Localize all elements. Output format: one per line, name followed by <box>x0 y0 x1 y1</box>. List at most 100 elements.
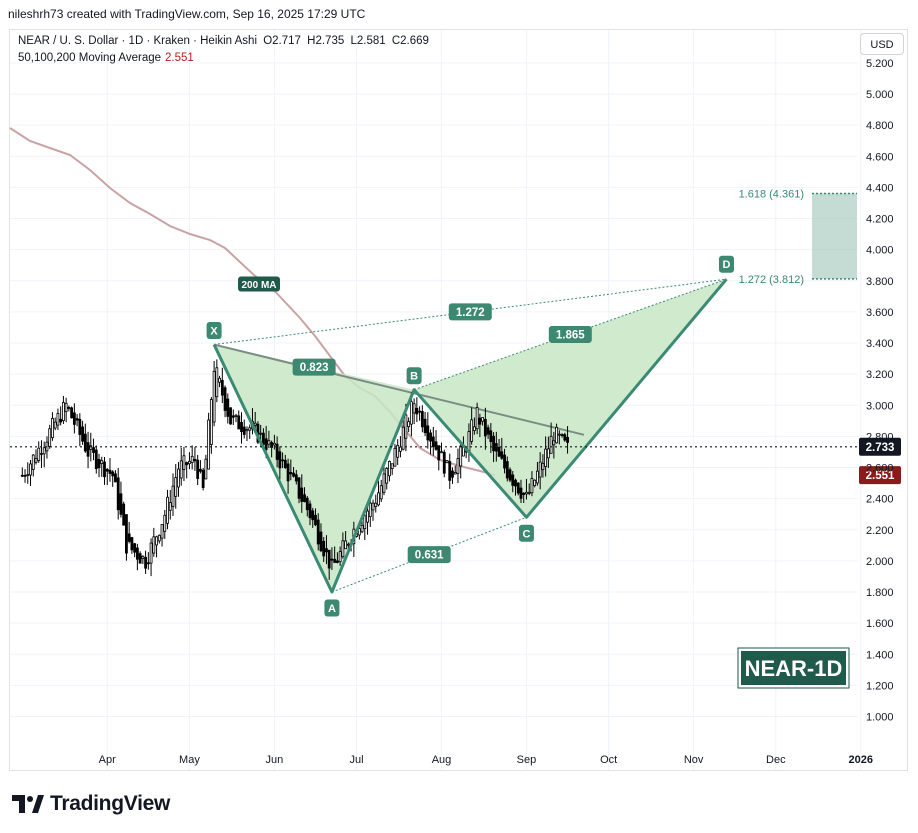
tradingview-mark-icon <box>12 795 44 813</box>
candle-body <box>311 510 315 521</box>
candle-body <box>415 407 419 415</box>
candle-body <box>530 478 534 494</box>
candle-body <box>346 543 350 546</box>
legend-open: O2.717 <box>263 35 301 47</box>
point-label-d-bg <box>718 255 734 273</box>
candle-body <box>278 451 282 469</box>
candle-body <box>223 387 227 411</box>
candle-body <box>552 440 556 446</box>
price-tick-label: 1.000 <box>866 712 894 724</box>
candle-body <box>62 402 65 422</box>
candle-body <box>100 460 104 464</box>
candle-body <box>379 485 383 500</box>
candle-body <box>544 448 548 467</box>
candle-body <box>198 468 202 472</box>
candle-body <box>445 460 449 464</box>
candle-body <box>108 469 112 474</box>
candle-body <box>75 418 79 421</box>
candle-body <box>160 524 164 539</box>
tradingview-logo[interactable]: TradingView <box>12 792 170 816</box>
legend-ma[interactable]: 50,100,200 Moving Average 2.551 <box>18 52 194 64</box>
candle-body <box>122 503 126 526</box>
candle-body <box>212 370 216 423</box>
candle-body <box>264 438 268 450</box>
candle-body <box>229 407 232 425</box>
candle-body <box>459 445 463 467</box>
price-tick-label: 1.200 <box>866 680 894 692</box>
candle-body <box>451 470 454 478</box>
candle-body <box>94 449 98 470</box>
candle-body <box>127 533 131 542</box>
candle-body <box>360 524 364 533</box>
candle-body <box>190 455 194 463</box>
candle-body <box>431 436 435 448</box>
candle-body <box>382 473 386 493</box>
ratio-label-0-631: 0.631 <box>415 550 444 562</box>
candle-body <box>437 445 441 461</box>
price-tick-label: 2.400 <box>866 494 894 506</box>
currency-button[interactable]: USD <box>860 33 904 55</box>
pattern-bcd-fill <box>414 279 727 518</box>
candle-body <box>70 407 74 419</box>
target-level-label: 1.272 (3.812) <box>739 274 804 286</box>
candle-body <box>234 414 238 417</box>
time-tick-label: Dec <box>766 754 786 766</box>
candle-body <box>135 547 139 560</box>
price-axis: 1.000 1.200 1.400 1.600 1.800 2.000 2.200 2.400… <box>866 58 894 724</box>
candle-body <box>396 444 400 458</box>
candle-body <box>478 417 482 425</box>
candle-body <box>486 427 490 435</box>
candle-body <box>322 540 326 557</box>
ratio-label-1-272: 1.272 <box>456 307 485 319</box>
price-tick-label: 4.800 <box>866 120 894 132</box>
candle-body <box>533 479 537 487</box>
candle-body <box>193 459 197 462</box>
candle-body <box>418 410 422 413</box>
candle-body <box>89 445 93 450</box>
candle-body <box>440 451 443 454</box>
candle-body <box>119 493 123 515</box>
pattern-xabcd-line <box>212 278 728 594</box>
candle-body <box>294 474 298 482</box>
candle-body <box>289 472 293 475</box>
candle-body <box>83 433 87 452</box>
point-label-c: C <box>522 528 530 540</box>
candle-body <box>314 514 317 526</box>
price-tick-label: 3.600 <box>866 307 894 319</box>
candle-body <box>374 502 378 507</box>
candle-body <box>103 461 106 478</box>
candle-body <box>327 549 331 569</box>
candle-body <box>492 435 495 452</box>
candle-body <box>163 514 167 532</box>
candle-body <box>404 414 408 439</box>
legend-symbol-text: NEAR / U. S. Dollar · 1D · Kraken · Heik… <box>18 35 258 47</box>
point-label-d: D <box>723 259 731 271</box>
ratio-label-0-823: 0.823 <box>300 362 329 374</box>
point-label-c-bg <box>518 524 534 542</box>
candle-body <box>226 398 230 417</box>
candle-body <box>51 418 54 439</box>
current-price-tag: 2.733 <box>866 442 895 454</box>
pattern-xab-fill <box>214 344 415 592</box>
tradingview-logo-text: TradingView <box>50 792 171 815</box>
time-tick-label: May <box>179 754 200 766</box>
candle-body <box>253 422 257 426</box>
candle-body <box>560 434 564 437</box>
candle-body <box>522 492 526 495</box>
candle-body <box>335 560 339 563</box>
price-tick-label: 3.800 <box>866 276 894 288</box>
price-tick-label: 3.400 <box>866 338 894 350</box>
candle-body <box>516 482 520 494</box>
candle-body <box>566 437 569 443</box>
candle-body <box>144 556 148 569</box>
price-tick-label: 2.200 <box>866 525 894 537</box>
candle-body <box>292 472 295 477</box>
candle-body <box>155 536 158 546</box>
candle-body <box>149 542 153 564</box>
candle-body <box>67 407 71 409</box>
ratio-label-0-631-bg <box>407 546 451 564</box>
price-tick-label: 1.600 <box>866 618 894 630</box>
candle-body <box>366 510 369 523</box>
candle-body <box>546 448 550 459</box>
